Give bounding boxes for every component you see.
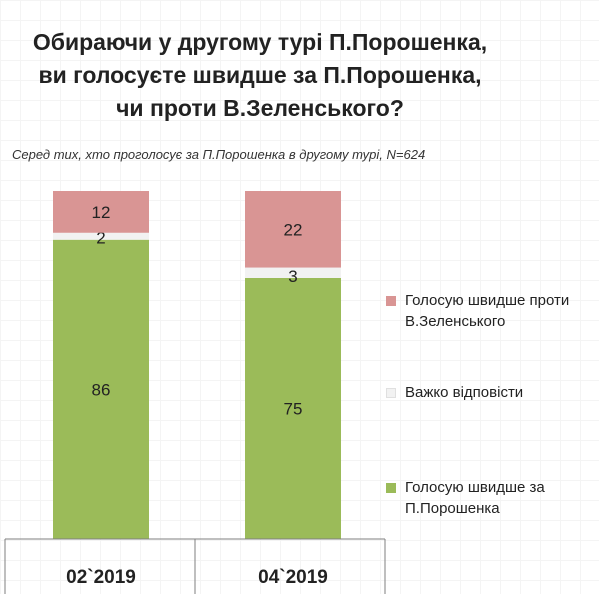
category-label-2: 04`2019 [258,567,328,588]
title-line-2: ви голосуєте швидше за П.Порошенка, [38,62,482,88]
legend-item-against-zelensky: Голосую швидше проти В.Зеленського [386,290,599,332]
bar-segment-against-zelensky-1 [53,191,149,233]
data-label-hard-to-say-1: 2 [96,229,105,248]
legend-swatch-hard-to-say [386,388,396,398]
title-line-3: чи проти В.Зеленського? [116,95,404,121]
data-label-for-poroshenko-1: 86 [92,380,111,399]
data-label-for-poroshenko-2: 75 [284,400,303,419]
chart-title: Обираючи у другому турі П.Порошенка, ви … [0,26,520,125]
legend-item-for-poroshenko: Голосую швидше за П.Порошенка [386,477,599,519]
bar-segment-for-poroshenko-2 [245,278,341,539]
bar-segment-for-poroshenko-1 [53,239,149,539]
category-label-1: 02`2019 [66,567,136,588]
data-label-against-zelensky-1: 12 [92,203,111,222]
data-label-hard-to-say-2: 3 [288,267,297,286]
title-line-1: Обираючи у другому турі П.Порошенка, [32,29,488,55]
bar-segment-hard-to-say-2 [245,267,341,278]
legend-label-for-poroshenko: Голосую швидше за П.Порошенка [405,479,545,517]
data-label-against-zelensky-2: 22 [284,220,303,239]
legend-label-against-zelensky: Голосую швидше проти В.Зеленського [405,292,570,330]
bar-segment-hard-to-say-1 [53,232,149,240]
legend-swatch-against-zelensky [386,296,396,306]
chart-subtitle: Серед тих, хто проголосує за П.Порошенка… [12,147,426,162]
legend-item-hard-to-say: Важко відповісти [386,382,599,403]
bar-segment-against-zelensky-2 [245,191,341,268]
legend-label-hard-to-say: Важко відповісти [405,384,524,401]
legend-swatch-for-poroshenko [386,483,396,493]
